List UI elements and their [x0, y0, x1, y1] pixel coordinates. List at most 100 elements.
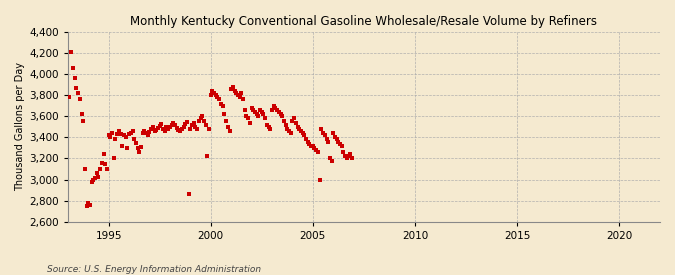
- Point: [148, 125, 159, 129]
- Point: [297, 131, 308, 135]
- Point: [74, 97, 85, 102]
- Point: [136, 145, 146, 149]
- Point: [234, 95, 245, 100]
- Point: [273, 110, 284, 114]
- Point: [173, 128, 184, 132]
- Point: [168, 120, 179, 125]
- Point: [80, 167, 90, 171]
- Point: [336, 144, 347, 148]
- Point: [105, 135, 115, 140]
- Point: [175, 129, 186, 133]
- Point: [90, 176, 101, 181]
- Point: [207, 89, 218, 93]
- Point: [231, 91, 242, 95]
- Point: [176, 127, 187, 131]
- Point: [347, 156, 358, 161]
- Point: [215, 101, 226, 106]
- Point: [129, 137, 140, 142]
- Point: [284, 129, 294, 133]
- Point: [186, 123, 197, 127]
- Point: [331, 137, 342, 142]
- Point: [110, 137, 121, 142]
- Point: [188, 120, 199, 125]
- Point: [165, 125, 176, 129]
- Point: [81, 204, 92, 208]
- Point: [238, 97, 248, 102]
- Point: [169, 123, 180, 127]
- Point: [246, 106, 257, 110]
- Title: Monthly Kentucky Conventional Gasoline Wholesale/Resale Volume by Refiners: Monthly Kentucky Conventional Gasoline W…: [130, 15, 597, 28]
- Point: [124, 132, 134, 136]
- Point: [163, 127, 173, 131]
- Point: [91, 171, 102, 175]
- Point: [253, 114, 264, 119]
- Point: [178, 125, 189, 129]
- Point: [261, 123, 272, 127]
- Point: [107, 131, 117, 135]
- Point: [267, 108, 277, 112]
- Point: [103, 133, 114, 138]
- Point: [304, 142, 315, 146]
- Point: [221, 118, 232, 123]
- Point: [140, 131, 151, 135]
- Point: [316, 127, 327, 131]
- Point: [184, 192, 194, 197]
- Point: [265, 127, 276, 131]
- Point: [214, 97, 225, 102]
- Point: [287, 118, 298, 123]
- Point: [282, 127, 293, 131]
- Point: [217, 104, 228, 108]
- Point: [88, 177, 99, 182]
- Point: [205, 93, 216, 97]
- Point: [248, 108, 259, 112]
- Point: [328, 131, 339, 135]
- Point: [83, 200, 94, 205]
- Point: [102, 167, 113, 171]
- Point: [286, 131, 296, 135]
- Point: [122, 146, 133, 150]
- Point: [260, 116, 271, 121]
- Point: [219, 112, 230, 116]
- Point: [158, 127, 169, 131]
- Point: [195, 116, 206, 121]
- Point: [256, 110, 267, 114]
- Point: [204, 127, 215, 131]
- Point: [155, 123, 165, 128]
- Point: [149, 129, 160, 133]
- Point: [134, 150, 144, 154]
- Point: [139, 129, 150, 133]
- Point: [325, 156, 335, 161]
- Point: [132, 146, 143, 150]
- Point: [340, 154, 350, 159]
- Point: [309, 146, 320, 150]
- Point: [198, 118, 209, 123]
- Point: [194, 118, 205, 123]
- Point: [69, 76, 80, 81]
- Point: [86, 180, 97, 184]
- Point: [73, 91, 84, 95]
- Point: [76, 112, 87, 116]
- Point: [321, 137, 332, 142]
- Point: [109, 156, 119, 161]
- Point: [240, 108, 250, 112]
- Point: [112, 132, 123, 136]
- Point: [294, 127, 304, 131]
- Y-axis label: Thousand Gallons per Day: Thousand Gallons per Day: [15, 62, 25, 191]
- Point: [115, 132, 126, 136]
- Point: [209, 91, 219, 95]
- Point: [241, 114, 252, 119]
- Point: [319, 133, 330, 138]
- Point: [182, 119, 192, 124]
- Point: [338, 150, 349, 154]
- Point: [151, 128, 161, 132]
- Point: [202, 154, 213, 159]
- Point: [222, 125, 233, 129]
- Point: [227, 85, 238, 89]
- Point: [270, 106, 281, 110]
- Point: [66, 50, 77, 54]
- Point: [192, 127, 202, 131]
- Point: [84, 203, 95, 207]
- Point: [68, 66, 78, 70]
- Point: [126, 131, 136, 135]
- Point: [130, 141, 141, 145]
